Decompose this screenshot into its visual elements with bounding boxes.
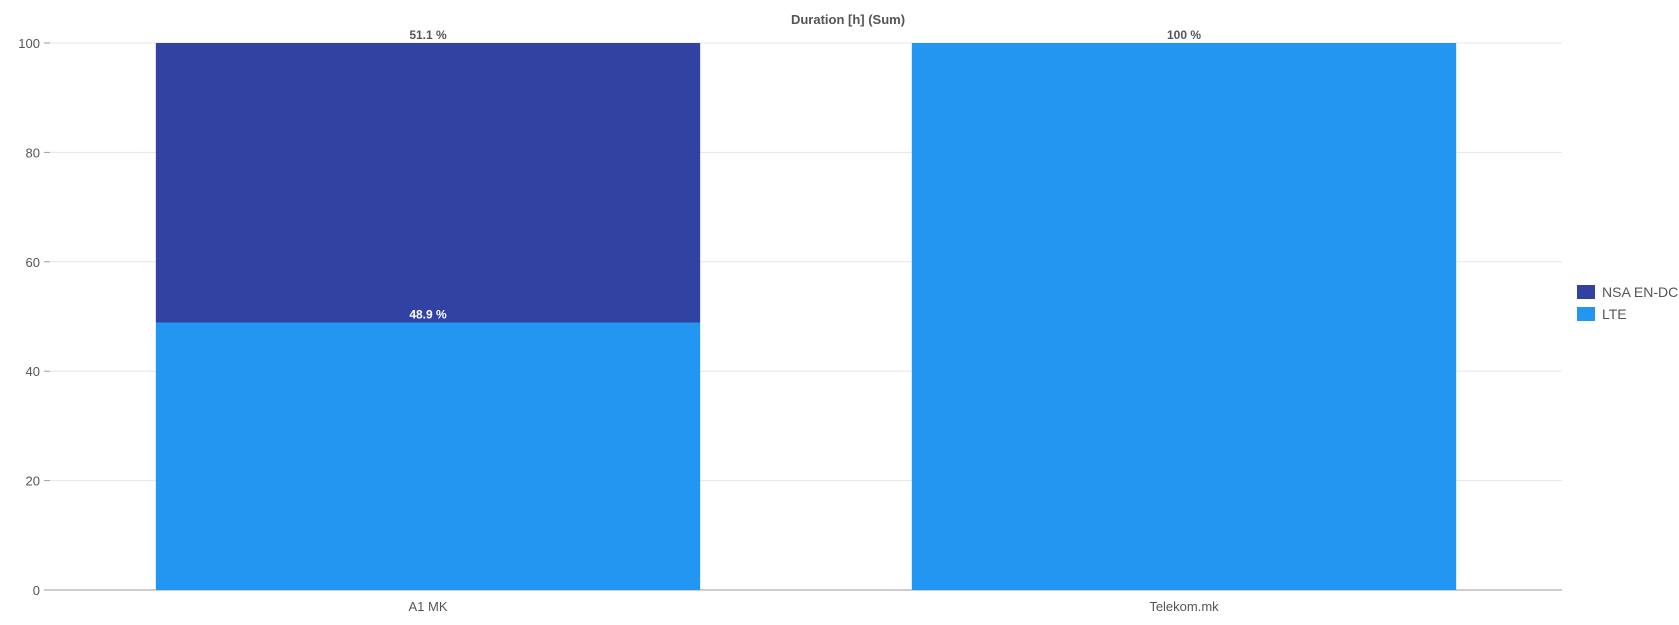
x-tick-label-1: Telekom.mk — [1149, 599, 1219, 614]
y-tick-label-3: 60 — [26, 255, 40, 270]
x-axis-ticks: A1 MK Telekom.mk — [408, 599, 1219, 614]
legend-swatch-0[interactable] — [1577, 285, 1595, 299]
bar-lte-1[interactable] — [911, 43, 1457, 590]
y-tick-label-0: 0 — [33, 583, 40, 598]
data-labels: 48.9 % 51.1 % 100 % — [409, 28, 1201, 322]
bars — [155, 43, 1457, 590]
data-label-lte-0: 48.9 % — [409, 308, 447, 322]
y-tick-label-1: 20 — [26, 474, 40, 489]
y-tick-label-5: 100 — [18, 36, 40, 51]
legend-label-1[interactable]: LTE — [1602, 306, 1627, 322]
y-tick-label-4: 80 — [26, 145, 40, 160]
bar-lte-0[interactable] — [155, 322, 701, 590]
data-label-nsa-en-dc-0: 51.1 % — [409, 28, 447, 42]
y-tick-label-2: 40 — [26, 364, 40, 379]
chart-title: Duration [h] (Sum) — [791, 12, 905, 27]
y-axis-ticks: 0 20 40 60 80 100 — [18, 36, 50, 598]
legend: NSA EN-DC LTE — [1577, 284, 1678, 322]
x-tick-label-0: A1 MK — [408, 599, 447, 614]
bar-nsa-en-dc-0[interactable] — [155, 43, 701, 323]
data-label-lte-1: 100 % — [1167, 28, 1201, 42]
legend-label-0[interactable]: NSA EN-DC — [1602, 284, 1678, 300]
legend-swatch-1[interactable] — [1577, 307, 1595, 321]
